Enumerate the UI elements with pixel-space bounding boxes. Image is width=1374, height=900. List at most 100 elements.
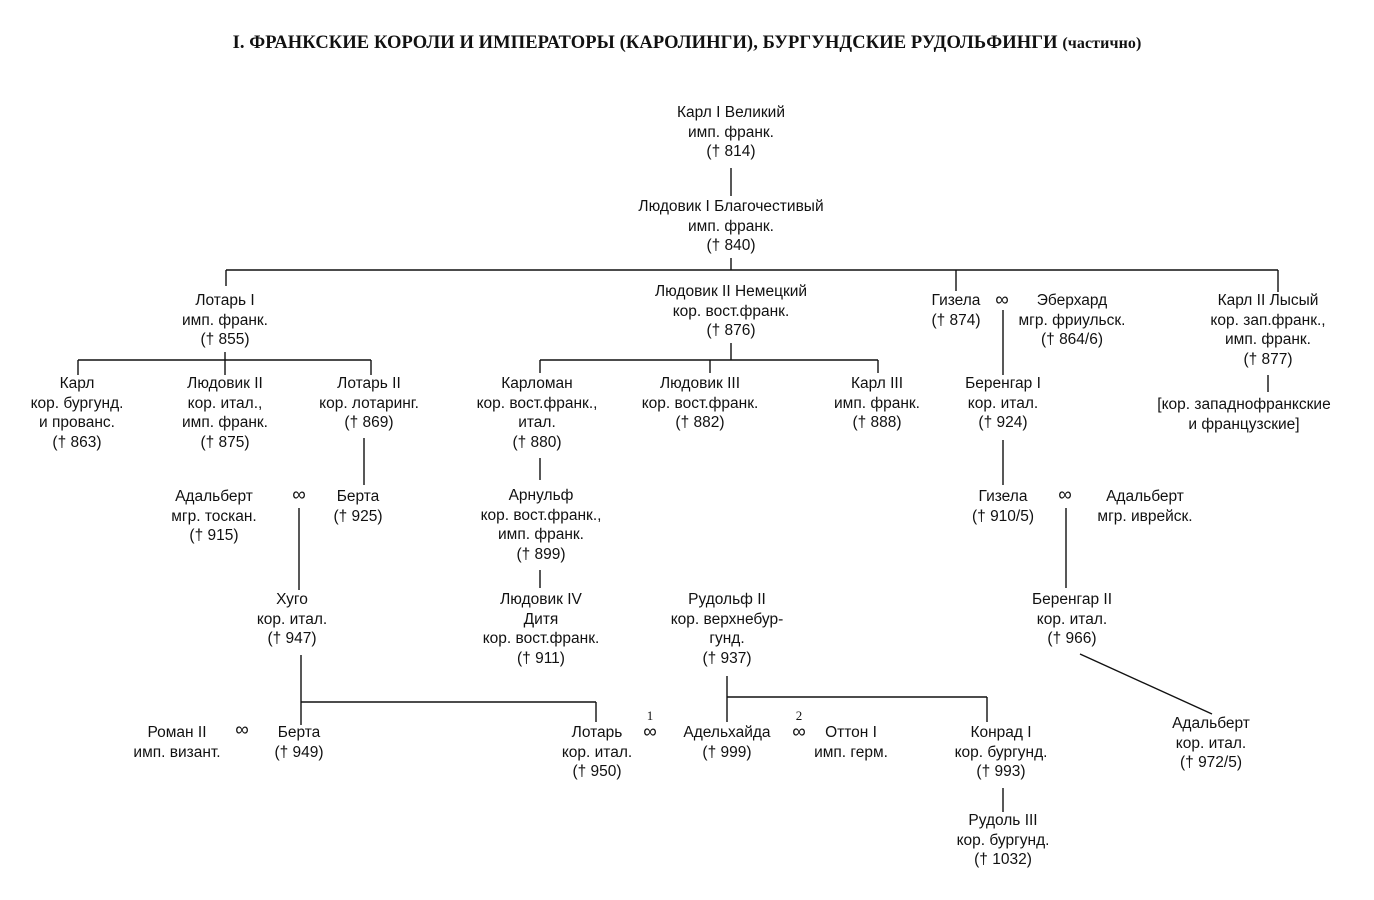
person-name: Карломан [501, 375, 573, 392]
marriage-symbol: ∞ [792, 721, 806, 743]
person-detail: († 925) [333, 507, 383, 525]
person-name: Лотарь [571, 724, 623, 741]
person-detail: († 924) [978, 414, 1028, 431]
person-ludovik2n: Людовик II Немецкий кор. вост.франк. († 87… [655, 282, 807, 341]
person-name: Гизела [931, 292, 981, 309]
person-name: Людовик IV [500, 591, 582, 608]
person-detail: († 947) [267, 630, 317, 647]
person-detail: имп. герм. [814, 743, 888, 761]
person-detail: († 876) [706, 322, 756, 339]
person-detail: Дитя [523, 610, 559, 628]
person-lotar2: Лотарь II кор. лотаринг. († 869) [319, 374, 419, 433]
person-detail: († 993) [976, 763, 1026, 780]
person-detail: († 911) [517, 649, 565, 667]
person-name: Карл III [850, 375, 903, 392]
person-detail: имп. франк. [688, 123, 774, 141]
person-adalbert-i: Адальберт мгр. иврейск. [1097, 487, 1192, 526]
person-west: [кор. западнофранкские и французские] [1157, 395, 1330, 434]
person-name: Лотарь I [195, 292, 255, 309]
person-name: Людовик II Немецкий [654, 283, 808, 300]
person-name: Карл I Великий [677, 104, 785, 121]
person-gizela: Гизела († 874) [931, 291, 980, 330]
person-name: Оттон I [825, 724, 877, 741]
person-name: Карл [59, 375, 95, 392]
person-detail: († 882) [675, 414, 725, 431]
person-berengar1: Беренгар I кор. итал. († 924) [965, 374, 1041, 433]
title-main: I. ФРАНКСКИЕ КОРОЛИ И ИМПЕРАТОРЫ (КАРОЛИ… [232, 33, 1058, 53]
person-gizela2: Гизела († 910/5) [972, 487, 1034, 526]
person-detail: († 855) [200, 331, 250, 348]
person-detail: мгр. иврейск. [1097, 507, 1193, 525]
person-detail: († 972/5) [1179, 754, 1243, 771]
person-detail: гунд. [709, 630, 745, 647]
person-detail: имп. франк. [688, 217, 774, 235]
marriage-symbol: ∞ [235, 719, 249, 741]
marriage-number: 1 [646, 708, 654, 723]
person-ludovik4: Людовик IV Дитя кор. вост.франк. († 911) [483, 590, 600, 668]
person-detail: († 910/5) [971, 507, 1035, 525]
person-name: Беренгар I [965, 375, 1041, 392]
person-detail: имп. франк. [498, 526, 584, 543]
person-detail: († 999) [702, 743, 752, 761]
person-eberhard: Эберхард мгр. фриульск. († 864/6) [1019, 291, 1126, 350]
person-roman2: Роман II имп. визант. [133, 723, 220, 762]
person-detail: († 966) [1047, 630, 1097, 647]
person-detail: († 880) [512, 433, 562, 451]
person-konrad1: Конрад I кор. бургунд. († 993) [955, 723, 1048, 782]
person-ludovik3: Людовик III кор. вост.франк. († 882) [642, 374, 759, 433]
person-name: Берта [277, 724, 321, 741]
person-name: Берта [336, 488, 380, 505]
person-detail: итал. [518, 414, 556, 431]
person-name: Рудольф II [688, 591, 766, 608]
person-detail: († 877) [1243, 350, 1293, 368]
person-detail: кор. итал., [187, 394, 263, 412]
person-detail: († 864/6) [1040, 331, 1104, 348]
person-detail: кор. вост.франк. [482, 630, 600, 647]
person-name: Хуго [276, 591, 308, 608]
person-name: [кор. западнофранкские [1157, 396, 1331, 413]
person-rudolf2: Рудольф II кор. верхнебур-гунд. († 937) [671, 590, 784, 668]
person-name: Людовик III [659, 375, 741, 392]
person-lotar1: Лотарь I имп. франк. († 855) [182, 291, 268, 350]
person-name: Рудоль III [968, 812, 1038, 829]
person-detail: мгр. фриульск. [1018, 311, 1126, 329]
person-adalbert-t: Адальберт мгр. тоскан. († 915) [171, 487, 256, 546]
person-detail: († 875) [200, 433, 250, 451]
person-name: Адальберт [1106, 488, 1184, 505]
person-otto1: Оттон I имп. герм. [814, 723, 888, 762]
person-ludovik1: Людовик I Благочестивый имп. франк. († 840… [638, 197, 823, 256]
person-detail: имп. франк. [182, 311, 268, 329]
person-name: Людовик I Благочестивый [638, 198, 824, 215]
title-sub: (частично) [1062, 35, 1142, 52]
person-name: Лотарь II [337, 375, 401, 392]
person-ludovik2: Людовик II кор. итал., имп. франк. († 875) [182, 374, 268, 452]
person-name: Роман II [147, 724, 207, 741]
marriage-symbol: ∞ [995, 289, 1009, 311]
marriage-symbol: ∞ [292, 484, 306, 506]
person-detail: кор. вост.франк., [476, 394, 598, 412]
marriage-symbol: ∞ [1058, 484, 1072, 506]
person-detail: († 950) [572, 763, 622, 780]
person-detail: († 863) [52, 433, 102, 451]
person-lotar-i: Лотарь кор. итал. († 950) [562, 723, 632, 782]
marriage-number: 2 [795, 708, 803, 723]
person-detail: кор. бургунд. [30, 394, 124, 412]
person-detail: кор. итал. [967, 394, 1039, 412]
person-berta1: Берта († 925) [333, 487, 382, 526]
person-adalbert-k: Адальберт кор. итал. († 972/5) [1172, 714, 1250, 773]
person-name: Гизела [978, 488, 1028, 505]
person-detail: кор. вост.франк. [672, 302, 790, 320]
page-title: I. ФРАНКСКИЕ КОРОЛИ И ИМПЕРАТОРЫ (КАРОЛИ… [0, 33, 1374, 54]
person-detail: († 888) [852, 414, 902, 431]
person-name: Конрад I [970, 724, 1032, 741]
person-detail: († 874) [931, 311, 981, 329]
person-karl-burg: Карл кор. бургунд. и прованс. († 863) [31, 374, 124, 452]
person-karl2: Карл II Лысый кор. зап.франк., имп. франк.… [1210, 291, 1325, 369]
person-detail: († 949) [274, 743, 324, 761]
person-detail: кор. итал. [256, 610, 328, 628]
person-name: Карл II Лысый [1217, 292, 1319, 309]
person-detail: имп. франк. [182, 414, 268, 431]
person-detail: († 1032) [974, 851, 1032, 868]
person-karl3: Карл III имп. франк. († 888) [834, 374, 920, 433]
